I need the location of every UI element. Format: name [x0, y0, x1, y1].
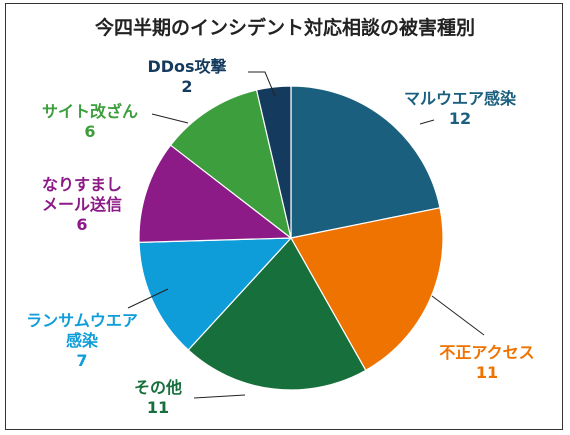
- slice-value-label: 6: [76, 215, 87, 234]
- slice-name-label: なりすまし: [42, 175, 122, 194]
- slice-name-label: マルウエア感染: [404, 89, 517, 108]
- slice-value-label: 11: [476, 363, 498, 382]
- slice-label-マルウエア感染: マルウエア感染 12: [404, 89, 517, 128]
- slice-label-その他: その他 11: [134, 378, 182, 417]
- slice-label-ランサムウエア感染: ランサムウエア感染 7: [26, 311, 138, 370]
- pie-slice-DDos攻撃: [255, 85, 292, 239]
- slice-value-label: 6: [84, 122, 95, 141]
- pie-slice-なりすましメール送信: [138, 144, 293, 243]
- pie-slice-サイト改ざん: [169, 89, 292, 240]
- pie-slice-その他: [187, 236, 367, 391]
- chart-title: 今四半期のインシデント対応相談の被害種別: [94, 16, 475, 39]
- slice-name-label: 感染: [66, 331, 99, 350]
- pie-slice-不正アクセス: [290, 207, 444, 372]
- slice-value-label: 7: [76, 351, 87, 370]
- slice-value-label: 12: [449, 109, 471, 128]
- pie-slices: [138, 85, 444, 391]
- leader-line-その他: [193, 394, 246, 399]
- slice-name-label: メール送信: [42, 195, 122, 214]
- pie-slice-マルウエア感染: [290, 85, 441, 239]
- leader-line-ランサムウエア感染: [127, 288, 169, 309]
- leader-lines: [127, 71, 485, 399]
- slice-value-label: 2: [181, 77, 192, 96]
- slice-value-label: 11: [147, 398, 169, 417]
- leader-line-マルウエア感染: [419, 119, 435, 125]
- slice-name-label: ランサムウエア: [26, 311, 138, 330]
- slice-name-label: DDos攻撃: [147, 57, 226, 76]
- slice-name-label: その他: [134, 378, 182, 397]
- slice-name-label: 不正アクセス: [439, 343, 534, 362]
- leader-line-不正アクセス: [431, 295, 485, 336]
- slice-name-label: サイト改ざん: [42, 102, 138, 121]
- leader-line-サイト改ざん: [151, 113, 189, 124]
- slice-label-なりすましメール送信: なりすましメール送信 6: [42, 175, 122, 234]
- leader-line-DDos攻撃: [248, 71, 276, 97]
- slice-label-DDos攻撃: DDos攻撃 2: [147, 57, 226, 96]
- pie-slice-ランサムウエア感染: [138, 237, 293, 351]
- slice-label-サイト改ざん: サイト改ざん 6: [42, 102, 138, 141]
- slice-label-不正アクセス: 不正アクセス 11: [439, 343, 534, 382]
